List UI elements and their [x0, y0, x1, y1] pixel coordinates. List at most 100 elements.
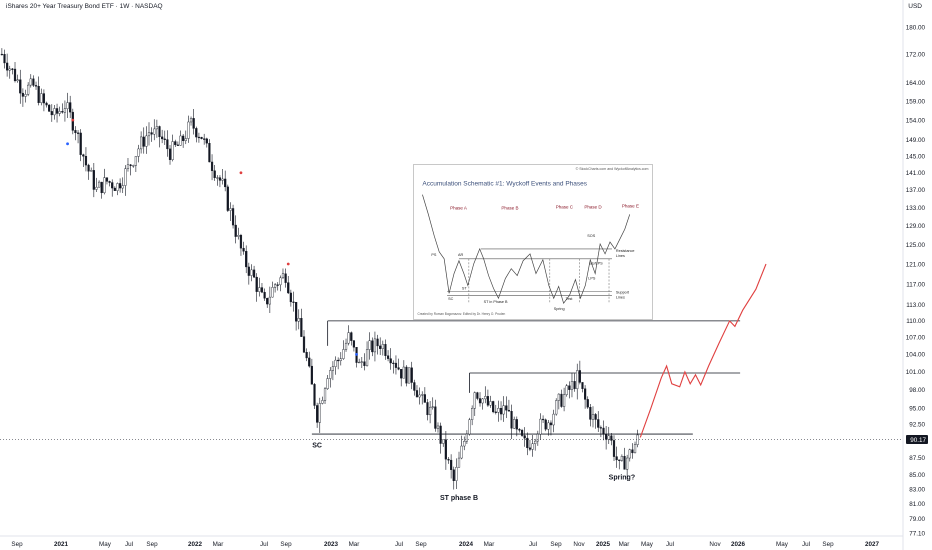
- x-tick-label: Jul: [802, 541, 810, 548]
- chart-title: iShares 20+ Year Treasury Bond ETF · 1W …: [6, 3, 163, 10]
- candle-body: [591, 414, 595, 420]
- candle-body: [32, 78, 35, 86]
- projection: [639, 263, 767, 438]
- candle-body: [379, 345, 382, 349]
- candle-body: [552, 413, 555, 426]
- candle-body: [373, 338, 377, 353]
- currency-label[interactable]: USD: [908, 3, 922, 10]
- candle-body: [334, 359, 337, 367]
- y-tick-label: 87.50: [909, 455, 925, 462]
- candle-body: [192, 118, 195, 129]
- candle-body: [344, 342, 348, 350]
- y-tick-label: 77.10: [909, 530, 925, 537]
- y-tick-label: 145.00: [906, 153, 926, 160]
- phase-d-label: Phase D: [584, 204, 602, 209]
- candle-body: [460, 445, 463, 459]
- candle-body: [105, 177, 109, 182]
- candle-body: [166, 139, 169, 150]
- candle-body: [134, 156, 137, 166]
- y-tick-label: 133.00: [906, 205, 926, 212]
- candle-body: [468, 419, 471, 435]
- candle-body: [197, 136, 201, 139]
- x-tick-label: 2021: [54, 541, 69, 548]
- markers: [66, 118, 358, 356]
- candle-body: [612, 440, 616, 457]
- x-tick-label: Mar: [619, 541, 630, 548]
- candle-body: [476, 392, 479, 399]
- candle-body: [628, 449, 631, 459]
- x-tick-label: Nov: [573, 541, 585, 548]
- candle-body: [260, 287, 264, 293]
- candle-body: [137, 148, 140, 157]
- candle-body: [168, 148, 172, 160]
- candle-body: [484, 396, 487, 400]
- event-marker: [286, 262, 290, 266]
- candle-body: [547, 422, 550, 430]
- candle-body: [34, 85, 38, 87]
- candle-body: [539, 418, 542, 435]
- candle-body: [507, 409, 511, 412]
- y-tick-label: 180.00: [906, 24, 926, 31]
- projection-path: [639, 263, 767, 438]
- x-tick-label: Sep: [822, 541, 834, 548]
- y-tick-label: 125.00: [906, 242, 926, 249]
- candle-body: [45, 102, 48, 106]
- y-tick-label: 101.00: [906, 369, 926, 376]
- candle-body: [24, 94, 27, 97]
- inset-phase-labels: Phase A Phase B Phase C Phase D Phase E: [450, 203, 639, 210]
- candle-body: [287, 282, 290, 294]
- candle-body: [510, 411, 513, 429]
- candle-body: [6, 62, 9, 71]
- candle-body: [276, 284, 279, 286]
- candle-body: [97, 181, 101, 188]
- candle-body: [489, 401, 492, 406]
- candle-body: [565, 385, 568, 395]
- candle-body: [576, 370, 579, 389]
- x-tick-label: Jul: [395, 541, 403, 548]
- candle-body: [486, 396, 490, 406]
- phase-c-label: Phase C: [556, 204, 574, 209]
- y-tick-label: 141.00: [906, 170, 926, 177]
- inset-phase-dividers: [468, 258, 610, 304]
- candle-body: [208, 143, 211, 163]
- candle-body: [573, 381, 576, 389]
- candle-body: [213, 170, 216, 178]
- candle-body: [95, 186, 98, 190]
- y-tick-label: 85.00: [909, 472, 925, 479]
- event-marker: [355, 352, 358, 356]
- candle-body: [302, 336, 306, 353]
- candle-body: [271, 287, 274, 298]
- y-tick-label: 110.00: [906, 318, 925, 325]
- candle-body: [415, 390, 419, 398]
- candle-body: [50, 111, 53, 116]
- label-lps: LPS: [588, 277, 596, 281]
- candle-body: [410, 367, 413, 383]
- label-spring: Spring: [554, 307, 565, 311]
- candle-body: [221, 178, 224, 181]
- candle-body: [318, 403, 321, 423]
- x-tick-label: 2027: [865, 541, 880, 548]
- y-tick-label: 164.00: [906, 80, 926, 87]
- candle-body: [255, 276, 258, 292]
- candle-body: [279, 277, 282, 286]
- candle-body: [326, 378, 329, 389]
- candle-body: [234, 224, 237, 237]
- y-tick-label: 83.00: [909, 486, 925, 493]
- candle-body: [562, 394, 566, 407]
- candle-body: [418, 394, 421, 398]
- candle-body: [541, 418, 545, 421]
- candle-body: [636, 434, 639, 445]
- candle-body: [140, 136, 143, 150]
- candle-body: [392, 362, 395, 364]
- candle-body: [471, 408, 474, 420]
- candle-body: [21, 92, 24, 97]
- label-support-lines: Lines: [616, 295, 625, 299]
- candle-body: [121, 185, 124, 189]
- candle-body: [8, 68, 11, 71]
- candle-body: [423, 394, 426, 403]
- label-support: Support: [616, 290, 630, 294]
- y-tick-label: 98.00: [909, 387, 925, 394]
- candle-body: [189, 118, 193, 123]
- y-tick-label: 81.00: [909, 501, 925, 508]
